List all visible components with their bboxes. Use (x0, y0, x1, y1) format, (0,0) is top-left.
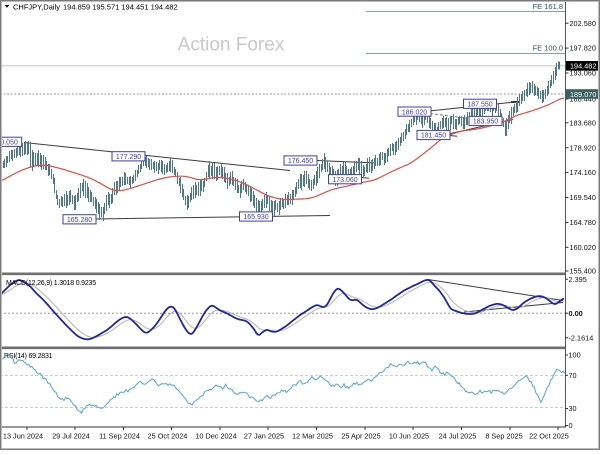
svg-text:30: 30 (569, 404, 577, 413)
svg-text:180.050: 180.050 (0, 140, 18, 147)
svg-text:FE 161.8: FE 161.8 (533, 2, 563, 11)
svg-text:189.070: 189.070 (570, 90, 596, 99)
svg-text:186.020: 186.020 (402, 109, 427, 116)
svg-text:22 Oct 2025: 22 Oct 2025 (529, 432, 569, 441)
svg-text:13 Jun 2024: 13 Jun 2024 (3, 432, 43, 441)
svg-text:193.060: 193.060 (570, 69, 596, 78)
svg-text:187.550: 187.550 (467, 102, 492, 109)
svg-text:0: 0 (569, 421, 573, 430)
svg-text:188.440: 188.440 (570, 95, 596, 104)
svg-text:165.930: 165.930 (243, 214, 268, 221)
svg-text:2.395: 2.395 (569, 275, 587, 284)
svg-text:12 Mar 2025: 12 Mar 2025 (292, 432, 333, 441)
svg-text:27 Jan 2025: 27 Jan 2025 (244, 432, 284, 441)
svg-text:11 Sep 2024: 11 Sep 2024 (99, 432, 140, 441)
svg-text:CHFJPY,Daily: CHFJPY,Daily (13, 3, 60, 12)
svg-text:202.580: 202.580 (570, 19, 596, 28)
svg-text:176.450: 176.450 (288, 158, 313, 165)
svg-text:164.780: 164.780 (570, 218, 596, 227)
svg-text:24 Jul 2025: 24 Jul 2025 (439, 432, 477, 441)
svg-text:10 Jun 2025: 10 Jun 2025 (389, 432, 429, 441)
svg-text:194.482: 194.482 (570, 62, 596, 71)
svg-text:155.400: 155.400 (570, 267, 596, 276)
svg-text:183.680: 183.680 (570, 118, 596, 127)
svg-text:178.920: 178.920 (570, 143, 596, 152)
svg-text:10 Dec 2024: 10 Dec 2024 (195, 432, 236, 441)
svg-text:100: 100 (569, 351, 581, 360)
svg-text:174.160: 174.160 (570, 168, 596, 177)
svg-text:194.859 195.571 194.451 194.48: 194.859 195.571 194.451 194.482 (63, 3, 178, 12)
svg-text:RSI(14) 69.2831: RSI(14) 69.2831 (4, 353, 53, 360)
svg-text:160.020: 160.020 (570, 243, 596, 252)
svg-text:25 Apr 2025: 25 Apr 2025 (341, 432, 380, 441)
svg-text:181.450: 181.450 (421, 133, 446, 140)
svg-text:-2.1614: -2.1614 (569, 333, 594, 342)
svg-text:173.060: 173.060 (332, 177, 357, 184)
svg-text:165.280: 165.280 (67, 217, 92, 224)
svg-text:177.290: 177.290 (116, 154, 141, 161)
svg-text:0.00: 0.00 (569, 309, 583, 318)
svg-text:MACD(12,26,9) 1.3018 0.9235: MACD(12,26,9) 1.3018 0.9235 (6, 280, 96, 287)
svg-text:183.950: 183.950 (473, 119, 498, 126)
svg-text:FE 100.0: FE 100.0 (533, 44, 563, 53)
svg-text:197.820: 197.820 (570, 44, 596, 53)
svg-text:8 Sep 2025: 8 Sep 2025 (485, 432, 522, 441)
svg-text:25 Oct 2024: 25 Oct 2024 (148, 432, 188, 441)
svg-text:Action Forex: Action Forex (178, 35, 285, 56)
svg-text:29 Jul 2024: 29 Jul 2024 (52, 432, 90, 441)
svg-text:70: 70 (569, 371, 577, 380)
svg-text:169.540: 169.540 (570, 193, 596, 202)
